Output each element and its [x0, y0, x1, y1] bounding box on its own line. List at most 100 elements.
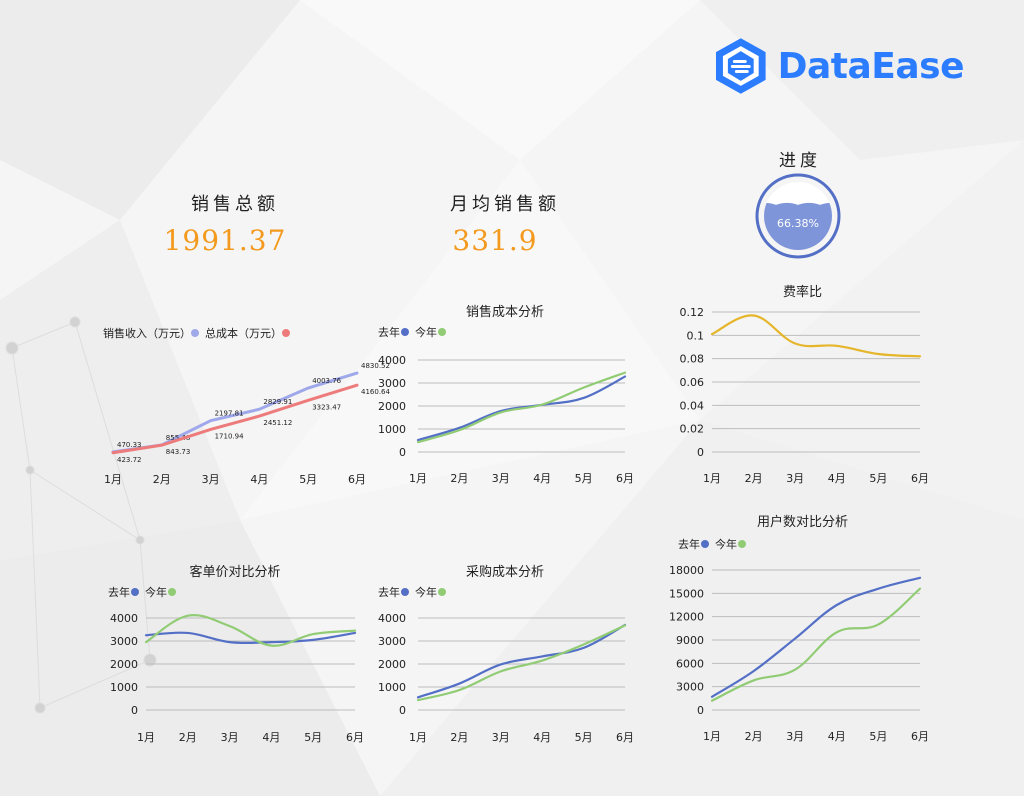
y-tick-label: 12000 [669, 611, 704, 624]
legend-marker [168, 588, 176, 596]
x-tick-label: 1月 [137, 731, 155, 744]
x-tick-label: 4月 [250, 473, 268, 486]
x-tick-label: 3月 [492, 472, 510, 485]
legend-label: 去年 [378, 585, 400, 599]
data-label: 470.33 [117, 441, 142, 449]
y-tick-label: 4000 [378, 354, 406, 367]
data-label: 2829.91 [263, 398, 292, 406]
series-line [710, 314, 922, 358]
y-tick-label: 0.02 [680, 423, 705, 436]
progress-title: 进度 [779, 151, 821, 171]
x-tick-label: 1月 [703, 730, 721, 743]
x-tick-label: 6月 [911, 730, 929, 743]
x-tick-label: 5月 [869, 472, 887, 485]
legend-label: 去年 [108, 585, 130, 599]
x-tick-label: 2月 [450, 731, 468, 744]
data-label: 3323.47 [312, 403, 341, 411]
chart-users: 用户数对比分析 0 3000 6000 9000 12000 15000 18000 1月 2月 3… [669, 512, 935, 752]
legend-label: 去年 [378, 325, 400, 339]
x-tick-label: 6月 [346, 731, 364, 744]
x-tick-label: 5月 [575, 472, 593, 485]
x-tick-label: 2月 [153, 473, 171, 486]
series-line [111, 383, 359, 455]
data-label: 1710.94 [215, 432, 244, 440]
progress-gauge: 66.38% [755, 173, 841, 259]
legend-marker [191, 329, 199, 337]
x-tick-label: 3月 [202, 473, 220, 486]
chart-title: 采购成本分析 [466, 564, 544, 580]
y-tick-label: 3000 [378, 635, 406, 648]
x-tick-label: 4月 [262, 731, 280, 744]
y-tick-label: 0.1 [687, 329, 705, 342]
data-label: 843.73 [166, 448, 191, 456]
legend-marker [701, 540, 709, 548]
legend-marker [401, 588, 409, 596]
legend-label: 销售收入（万元） [103, 326, 191, 340]
legend-label: 总成本（万元） [205, 326, 282, 340]
y-tick-label: 2000 [110, 658, 138, 671]
legend-marker [738, 540, 746, 548]
x-tick-label: 2月 [179, 731, 197, 744]
y-tick-label: 3000 [676, 681, 704, 694]
data-label: 423.72 [117, 456, 142, 464]
chart-title: 客单价对比分析 [189, 564, 280, 580]
x-tick-label: 1月 [104, 473, 122, 486]
kpi-total-value: 1991.37 [163, 224, 287, 257]
data-label: 2197.81 [215, 410, 244, 418]
data-label: 4003.76 [312, 377, 341, 385]
legend-label: 今年 [715, 537, 737, 551]
y-tick-label: 0.08 [680, 353, 705, 366]
x-tick-label: 4月 [828, 472, 846, 485]
y-tick-label: 0 [131, 704, 138, 717]
chart-cost: 销售成本分析 0 1000 2000 3000 4000 1月 2月 3月 4月 5月 6月 去年 今年 [370, 300, 640, 495]
y-tick-label: 1000 [378, 423, 406, 436]
series-line [416, 375, 627, 442]
y-tick-label: 0.04 [680, 399, 705, 412]
series-line [416, 623, 627, 699]
x-tick-label: 6月 [616, 472, 634, 485]
dataease-logo-icon [715, 38, 766, 94]
chart-title: 销售成本分析 [466, 304, 544, 320]
data-label: 2451.12 [263, 419, 292, 427]
y-tick-label: 0.06 [680, 376, 705, 389]
legend-label: 今年 [415, 325, 437, 339]
series-line [710, 587, 922, 702]
series-line [416, 624, 627, 702]
progress-fill [764, 202, 832, 250]
x-tick-label: 4月 [533, 472, 551, 485]
y-tick-label: 2000 [378, 658, 406, 671]
data-label: 4830.52 [361, 362, 390, 370]
legend-marker [282, 329, 290, 337]
y-tick-label: 0.12 [680, 306, 705, 319]
y-tick-label: 15000 [669, 587, 704, 600]
x-tick-label: 5月 [304, 731, 322, 744]
x-tick-label: 2月 [450, 472, 468, 485]
x-tick-label: 5月 [299, 473, 317, 486]
kpi-avg-title: 月均销售额 [450, 194, 560, 215]
y-tick-label: 0 [399, 446, 406, 459]
x-tick-label: 1月 [409, 472, 427, 485]
x-tick-label: 6月 [348, 473, 366, 486]
x-tick-label: 3月 [786, 472, 804, 485]
x-tick-label: 6月 [911, 472, 929, 485]
data-label: 855.48 [166, 434, 191, 442]
legend-label: 今年 [145, 585, 167, 599]
series-line [710, 576, 922, 698]
chart-title: 用户数对比分析 [757, 514, 848, 530]
chart-title: 费率比 [783, 284, 822, 300]
y-tick-label: 1000 [378, 681, 406, 694]
y-tick-label: 4000 [378, 612, 406, 625]
x-tick-label: 3月 [786, 730, 804, 743]
x-tick-label: 3月 [492, 731, 510, 744]
series-line [144, 631, 357, 645]
legend-marker [438, 328, 446, 336]
y-tick-label: 6000 [676, 657, 704, 670]
y-tick-label: 4000 [110, 612, 138, 625]
chart-sales: 1月 2月 3月 4月 5月 6月 销售收入（万元） 总成本（万元） 470.33 855.48 2… [95, 315, 390, 495]
x-tick-label: 6月 [616, 731, 634, 744]
x-tick-label: 4月 [533, 731, 551, 744]
y-tick-label: 0 [697, 446, 704, 459]
chart-ratio: 费率比 0 0.02 0.04 0.06 0.08 0.1 0.12 1月 2月 3月 4月 5月 6月 [670, 278, 935, 493]
progress-label: 66.38% [777, 217, 819, 230]
